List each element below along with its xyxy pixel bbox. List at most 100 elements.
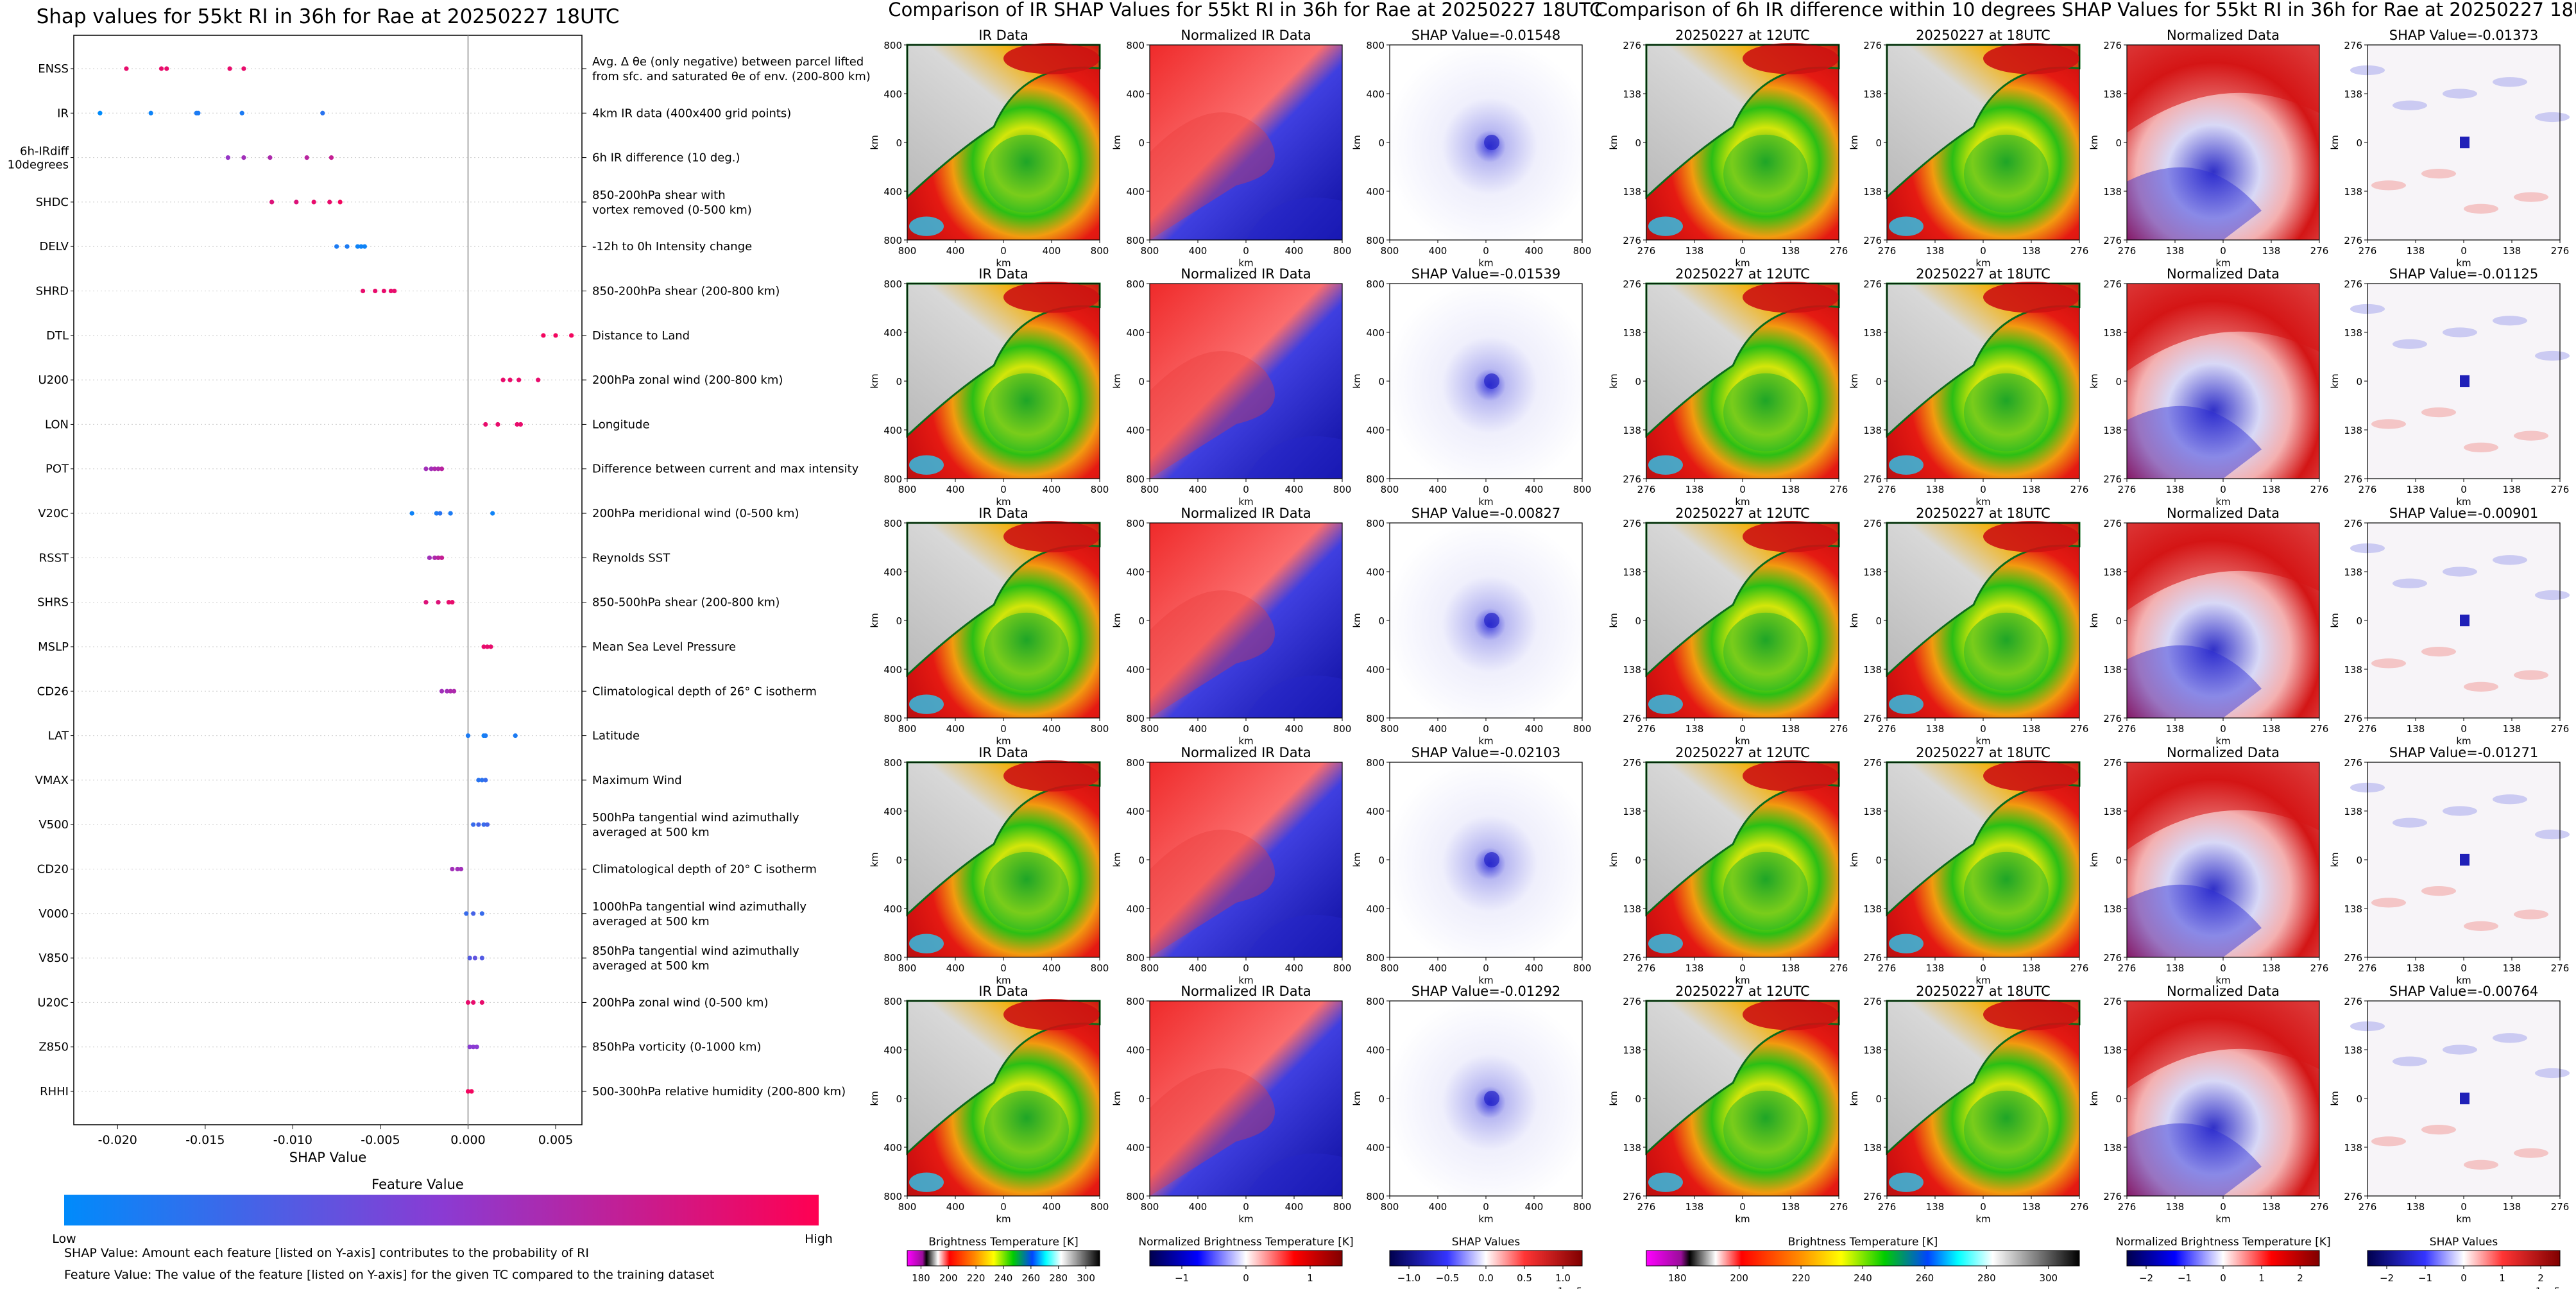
feature-name-line: CD26	[37, 685, 69, 698]
feature-description-line: 500hPa tangential wind azimuthally	[592, 811, 799, 824]
panel-y-tick-label: 800	[1126, 235, 1145, 246]
feature-name-line: V000	[38, 907, 69, 921]
panel-x-tick-label: 0	[1739, 723, 1746, 735]
panel-x-tick-label: 276	[2551, 723, 2570, 735]
shap-diff-streak	[2464, 921, 2498, 931]
panel-x-tick-label: 400	[1189, 484, 1207, 495]
panel-x-axis-label: km	[1735, 1213, 1750, 1225]
panel-x-axis-label: km	[996, 735, 1011, 747]
x-tick-label: -0.005	[361, 1133, 400, 1147]
ir-cloud-top	[1983, 998, 2079, 1030]
shap-point	[465, 1089, 471, 1094]
shap-diff-streak	[2371, 419, 2406, 429]
panel-y-tick-label: 276	[1623, 713, 1641, 724]
normalized-cold-band	[1246, 1153, 1342, 1196]
feature-description-label: 850-500hPa shear (200-800 km)	[592, 596, 780, 610]
panel-y-tick-label: 276	[1623, 40, 1641, 51]
panel-y-tick-label: 0	[896, 376, 902, 388]
panel-y-axis-label: km	[1608, 1091, 1619, 1105]
feature-name-label: SHDC	[36, 196, 69, 209]
panel-x-tick-label: 0	[1980, 245, 1986, 257]
panel-x-tick-label: 276	[2551, 484, 2570, 495]
panel-x-axis-label: km	[2456, 257, 2471, 269]
panel-x-axis-label: km	[1478, 257, 1493, 269]
panel-y-tick-label: 276	[1863, 278, 1882, 290]
panel-y-axis-label: km	[1848, 135, 1860, 149]
panel-x-tick-label: 138	[2166, 484, 2185, 495]
feature-description-line: Distance to Land	[592, 329, 690, 343]
panel-x-tick-label: 0	[2461, 484, 2467, 495]
shap-point	[448, 511, 453, 516]
colorbar	[2367, 1250, 2561, 1267]
panel-x-tick-label: 276	[2358, 723, 2377, 735]
panel-y-axis-label: km	[1608, 613, 1619, 627]
normalized-swirl	[1150, 351, 1275, 479]
panel-y-tick-label: 400	[1126, 903, 1145, 915]
panel-x-tick-label: 276	[2358, 1201, 2377, 1213]
panel-x-tick-label: 0	[1980, 723, 1986, 735]
colorbar-tick-label: 200	[1730, 1272, 1748, 1284]
shap-point	[158, 66, 164, 71]
panel-x-tick-label: 800	[1333, 962, 1352, 974]
shap-point	[446, 600, 452, 605]
panel-x-tick-label: 138	[2503, 484, 2521, 495]
panel-x-axis-label: km	[1975, 735, 1990, 747]
shap-point	[479, 955, 484, 960]
panel-x-tick-label: 138	[2407, 245, 2425, 257]
shap-eye-signal	[1484, 373, 1499, 389]
panel-y-tick-label: 138	[2344, 903, 2362, 915]
ir-cloud-top	[1003, 998, 1100, 1030]
panel-y-tick-label: 800	[1366, 1191, 1385, 1202]
feature-name-label: MSLP	[38, 640, 69, 654]
ir-core	[984, 612, 1069, 691]
panel-x-axis-label: km	[2215, 735, 2230, 747]
panel-title: Normalized IR Data	[1181, 745, 1311, 760]
colorbar	[1646, 1250, 2080, 1267]
panel-x-axis-label: km	[1478, 975, 1493, 986]
feature-name-label: IR	[57, 107, 69, 120]
feature-description-line: 850hPa vorticity (0-1000 km)	[592, 1041, 762, 1054]
colorbar-tick-label: 1.0	[1555, 1272, 1571, 1284]
panel-y-tick-label: 138	[1863, 1142, 1882, 1154]
panel-x-tick-label: 138	[1685, 484, 1704, 495]
panel-x-tick-label: 276	[2118, 962, 2137, 974]
panel-title: Normalized Data	[2167, 266, 2280, 282]
panel-y-tick-label: 400	[1366, 327, 1385, 339]
panel-x-tick-label: 276	[1878, 484, 1897, 495]
ir-cold-region	[1887, 523, 2079, 676]
colorbar-tick-label: 0.5	[1517, 1272, 1532, 1284]
ir-core	[1964, 612, 2049, 691]
panel-x-tick-label: 800	[1141, 962, 1159, 974]
panel-y-tick-label: 400	[1126, 1045, 1145, 1056]
panel-x-tick-label: 400	[946, 1201, 965, 1213]
colorbar-exponent: 1e−5	[2536, 1286, 2560, 1289]
panel-y-tick-label: 138	[2344, 664, 2362, 676]
panel-y-tick-label: 800	[883, 996, 902, 1007]
shap-diff-streak	[2464, 203, 2498, 214]
feature-name-label: LON	[45, 418, 69, 431]
panel-y-tick-label: 276	[2344, 40, 2362, 51]
panel-title: IR Data	[978, 506, 1028, 521]
panel-x-tick-label: 400	[1429, 723, 1447, 735]
panel-x-tick-label: 400	[1189, 245, 1207, 257]
shap-point	[464, 911, 469, 916]
panel-x-tick-label: 276	[2118, 245, 2137, 257]
panel-x-tick-label: 800	[1141, 484, 1159, 495]
ir-cloud-top	[1743, 281, 1839, 313]
shap-diff-center	[2460, 853, 2469, 866]
feature-name-line: U200	[38, 373, 69, 387]
panel-y-tick-label: 0	[1875, 1093, 1882, 1105]
panel-x-tick-label: 276	[1637, 723, 1656, 735]
feature-name-label: SHRS	[37, 596, 69, 610]
panel-y-tick-label: 400	[1366, 567, 1385, 578]
panel-x-tick-label: 800	[1381, 723, 1399, 735]
panel-y-axis-label: km	[1608, 135, 1619, 149]
panel-y-tick-label: 800	[1126, 474, 1145, 485]
panel-x-tick-label: 138	[2262, 245, 2281, 257]
panel-y-tick-label: 276	[2103, 40, 2122, 51]
panel-x-tick-label: 400	[1043, 723, 1061, 735]
feature-name-label: LAT	[48, 730, 69, 743]
panel-y-axis-label: km	[1351, 135, 1363, 149]
panel-x-tick-label: 400	[1285, 1201, 1304, 1213]
panel-y-axis-label: km	[2088, 852, 2100, 867]
